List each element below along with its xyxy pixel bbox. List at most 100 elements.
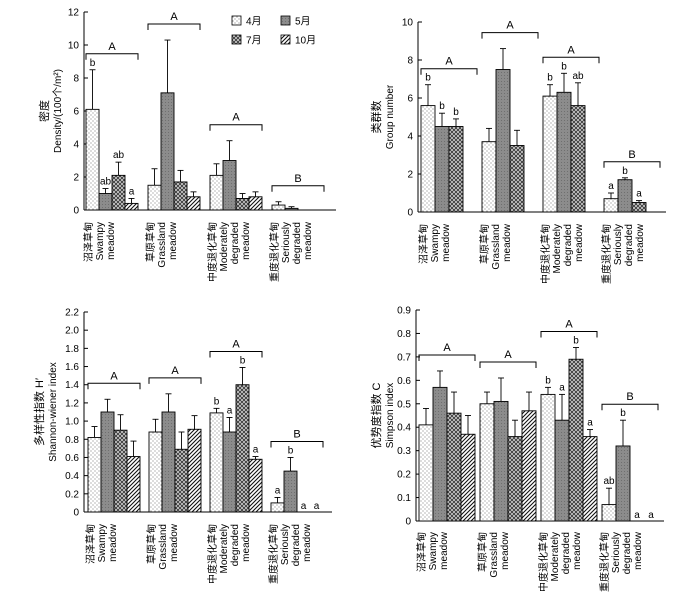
significance-letter: a	[608, 181, 614, 192]
category-label-en: Seriously	[281, 222, 292, 263]
significance-letter: a	[129, 186, 135, 197]
y-tick-label: 0.4	[397, 423, 411, 434]
significance-letter: b	[620, 408, 626, 419]
bar	[126, 456, 141, 513]
y-tick-label: 0.4	[65, 471, 79, 482]
category-label-en: degraded	[622, 532, 633, 574]
y-tick-label: 0	[73, 508, 79, 519]
simpson-chart: 0 0.1 0.2 0.3 0.4 0.5 0.6 0.7 0.8 0.9 优势度指数 C Simps…	[369, 306, 664, 592]
group-letter: A	[232, 338, 240, 350]
group-bracket	[540, 331, 598, 338]
bar	[271, 204, 286, 211]
bar	[270, 502, 285, 513]
y-tick-label: 4	[73, 140, 79, 151]
category-label-en: Swampy	[430, 224, 441, 262]
y-tick-label: 4	[407, 132, 413, 143]
y-tick-label: 2	[407, 170, 413, 181]
group-bracket	[209, 350, 263, 358]
group-letter: B	[294, 173, 301, 185]
category-label-cn: 中度退化草甸	[537, 532, 550, 592]
significance-letter: a	[559, 382, 565, 393]
category-label-cn: 草原草甸	[145, 524, 158, 564]
category-label-en: Seriously	[611, 532, 622, 573]
bar	[631, 202, 647, 213]
y-axis-label-cn: 多样性指数 H′	[32, 378, 46, 446]
y-axis-label-en: Density/(100个/m²)	[52, 69, 64, 153]
legend-item: 7月	[231, 35, 262, 47]
group-letter: A	[506, 20, 514, 32]
bar	[507, 436, 523, 522]
bar	[209, 174, 224, 211]
category-label-en: Grassland	[489, 532, 500, 578]
bar	[283, 470, 298, 513]
group-bracket	[603, 161, 661, 168]
y-axis-label-en: Group number	[385, 84, 396, 149]
group-bracket	[479, 361, 537, 368]
group-letter: B	[626, 391, 633, 403]
legend-label: 10月	[295, 35, 316, 47]
category-label-cn: 重度退化草甸	[267, 524, 280, 584]
category-label-en: degraded	[230, 524, 241, 566]
y-tick-label: 2	[73, 173, 79, 184]
category-label-en: meadow	[241, 523, 252, 562]
legend-swatch	[231, 15, 242, 26]
significance-letter: ab	[603, 476, 615, 487]
bar	[186, 196, 201, 211]
bar	[187, 428, 202, 513]
y-tick-label: 0	[73, 206, 79, 217]
category-label-cn: 中度退化草甸	[206, 524, 219, 584]
category-label-cn: 草原草甸	[478, 224, 491, 264]
bar	[173, 181, 188, 211]
legend-item: 4月	[231, 15, 262, 28]
y-tick-label: 10	[68, 41, 80, 52]
group-bracket	[542, 56, 600, 64]
significance-letter: a	[314, 501, 320, 512]
bar	[446, 412, 462, 522]
category-label-en: degraded	[561, 532, 572, 574]
y-tick-label: 0.6	[65, 453, 79, 464]
category-label-en: meadow	[502, 223, 513, 262]
y-tick-label: 6	[73, 107, 79, 118]
bar	[124, 202, 139, 211]
significance-letter: a	[227, 405, 233, 416]
bar	[418, 424, 434, 522]
group-letter: A	[504, 349, 512, 361]
group-bracket	[85, 53, 139, 60]
category-label-cn: 沼泽草甸	[415, 532, 428, 572]
significance-letter: a	[275, 485, 281, 496]
bar	[111, 174, 126, 211]
y-axis-label-en: Shannon-wiener index	[48, 362, 59, 462]
category-label-en: Swampy	[95, 222, 106, 260]
category-label-cn: 重度退化草甸	[268, 222, 281, 282]
category-label-cn: 重度退化草甸	[598, 532, 611, 592]
category-label-en: meadow	[302, 523, 313, 562]
category-label-en: Swampy	[97, 524, 108, 562]
bar	[615, 445, 631, 522]
category-label-cn: 中度退化草甸	[539, 224, 552, 284]
group-bracket	[481, 32, 539, 39]
y-axis-label: 密度 Density/(100个/m²)	[37, 69, 64, 153]
y-tick-label: 0.6	[397, 376, 411, 387]
y-tick-label: 10	[402, 18, 414, 29]
category-label-en: Grassland	[157, 222, 168, 268]
legend-item: 5月	[280, 16, 311, 28]
shannon-wiener-chart: 0 0.2 0.4 0.6 0.8 1.0 1.2 1.4 1.6 1.8 2.0 2.2 多样性指数 …	[32, 308, 332, 584]
bar	[248, 458, 263, 513]
bar	[493, 400, 509, 522]
category-label-en: Moderately	[550, 532, 561, 581]
group-letter: B	[628, 149, 635, 161]
y-axis-label: 多样性指数 H′ Shannon-wiener index	[32, 362, 59, 462]
group-bracket	[148, 377, 202, 384]
category-label-en: meadow	[241, 221, 252, 260]
group-letter: A	[445, 56, 453, 68]
y-tick-label: 0.8	[65, 435, 79, 446]
group-letter: A	[567, 44, 575, 56]
group-bracket	[420, 68, 478, 75]
significance-letter: b	[561, 61, 567, 72]
y-tick-label: 12	[68, 8, 80, 19]
significance-letter: b	[547, 73, 553, 84]
group-bracket	[418, 354, 476, 361]
legend-item: 10月	[280, 35, 316, 47]
